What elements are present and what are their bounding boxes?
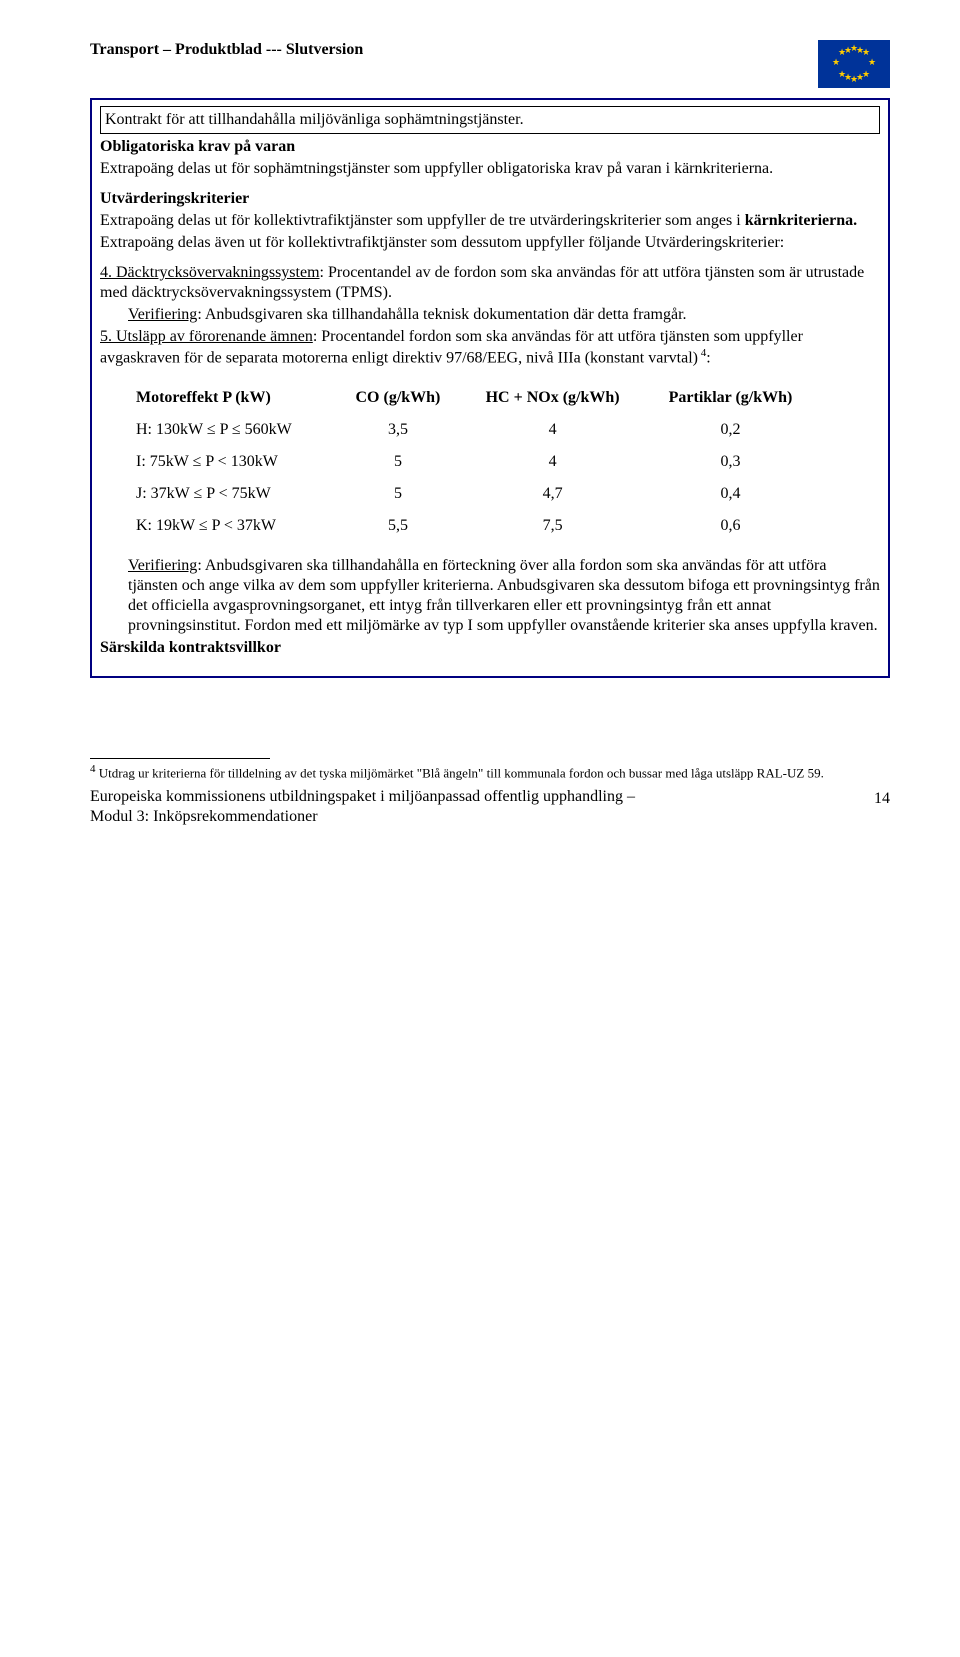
- final-verification: Verifiering: Anbudsgivaren ska tillhanda…: [100, 556, 880, 636]
- footnote-rule: [90, 758, 270, 759]
- cell-hcnox: 4,7: [461, 478, 645, 510]
- row-label: H: 130kW ≤ P ≤ 560kW: [130, 414, 335, 446]
- col-header-co: CO (g/kWh): [335, 382, 460, 414]
- table-row: K: 19kW ≤ P < 37kW 5,5 7,5 0,6: [130, 510, 816, 542]
- cell-hcnox: 7,5: [461, 510, 645, 542]
- criterion-5: 5. Utsläpp av förorenande ämnen: Procent…: [100, 327, 880, 368]
- contract-conditions-heading: Särskilda kontraktsvillkor: [100, 638, 880, 658]
- criterion-5-title: 5. Utsläpp av förorenande ämnen: [100, 328, 313, 345]
- contract-subject-text: Kontrakt för att tillhandahålla miljövän…: [105, 111, 524, 128]
- verification-label: Verifiering: [128, 306, 197, 323]
- eu-flag-icon: ★ ★ ★ ★ ★ ★ ★ ★ ★ ★ ★ ★: [818, 40, 890, 88]
- page-number: 14: [874, 787, 890, 809]
- row-label: K: 19kW ≤ P < 37kW: [130, 510, 335, 542]
- criterion-4-verification: Verifiering: Anbudsgivaren ska tillhanda…: [100, 305, 880, 325]
- footer-line-1: Europeiska kommissionens utbildningspake…: [90, 787, 635, 807]
- cell-hcnox: 4: [461, 446, 645, 478]
- evaluation-body-2: Extrapoäng delas även ut för kollektivtr…: [100, 233, 880, 253]
- evaluation-body-1a: Extrapoäng delas ut för kollektivtrafikt…: [100, 212, 745, 229]
- table-row: J: 37kW ≤ P < 75kW 5 4,7 0,4: [130, 478, 816, 510]
- footnote-text: Utdrag ur kriterierna för tilldelning av…: [96, 766, 824, 781]
- verification-text: : Anbudsgivaren ska tillhandahålla en fö…: [128, 557, 880, 634]
- table-row: I: 75kW ≤ P < 130kW 5 4 0,3: [130, 446, 816, 478]
- criterion-5-body-b: :: [706, 349, 710, 366]
- table-row: H: 130kW ≤ P ≤ 560kW 3,5 4 0,2: [130, 414, 816, 446]
- cell-co: 5: [335, 446, 460, 478]
- cell-pm: 0,3: [645, 446, 817, 478]
- cell-co: 5,5: [335, 510, 460, 542]
- verification-text: : Anbudsgivaren ska tillhandahålla tekni…: [197, 306, 686, 323]
- mandatory-body: Extrapoäng delas ut för sophämtningstjän…: [100, 159, 880, 179]
- mandatory-heading: Obligatoriska krav på varan: [100, 137, 880, 157]
- footer-line-2: Modul 3: Inköpsrekommendationer: [90, 807, 635, 827]
- cell-pm: 0,4: [645, 478, 817, 510]
- col-header-power: Motoreffekt P (kW): [130, 382, 335, 414]
- cell-co: 3,5: [335, 414, 460, 446]
- evaluation-body-1b: kärnkriterierna.: [745, 212, 857, 229]
- row-label: I: 75kW ≤ P < 130kW: [130, 446, 335, 478]
- cell-pm: 0,2: [645, 414, 817, 446]
- document-header: Transport – Produktblad --- Slutversion: [90, 40, 363, 60]
- page-footer: Europeiska kommissionens utbildningspake…: [90, 787, 890, 827]
- criterion-4: 4. Däcktrycksövervakningssystem: Procent…: [100, 263, 880, 303]
- evaluation-body-1: Extrapoäng delas ut för kollektivtrafikt…: [100, 211, 880, 231]
- verification-label: Verifiering: [128, 557, 197, 574]
- col-header-hcnox: HC + NOx (g/kWh): [461, 382, 645, 414]
- col-header-pm: Partiklar (g/kWh): [645, 382, 817, 414]
- criterion-4-title: 4. Däcktrycksövervakningssystem: [100, 264, 320, 281]
- row-label: J: 37kW ≤ P < 75kW: [130, 478, 335, 510]
- criteria-box: Kontrakt för att tillhandahålla miljövän…: [90, 98, 890, 678]
- cell-pm: 0,6: [645, 510, 817, 542]
- footnote-ref-4: 4: [698, 347, 706, 359]
- cell-hcnox: 4: [461, 414, 645, 446]
- contract-subject-box: Kontrakt för att tillhandahålla miljövän…: [100, 106, 880, 134]
- evaluation-heading: Utvärderingskriterier: [100, 189, 880, 209]
- cell-co: 5: [335, 478, 460, 510]
- footnote-4: 4 Utdrag ur kriterierna för tilldelning …: [90, 763, 890, 781]
- emissions-table: Motoreffekt P (kW) CO (g/kWh) HC + NOx (…: [130, 382, 816, 542]
